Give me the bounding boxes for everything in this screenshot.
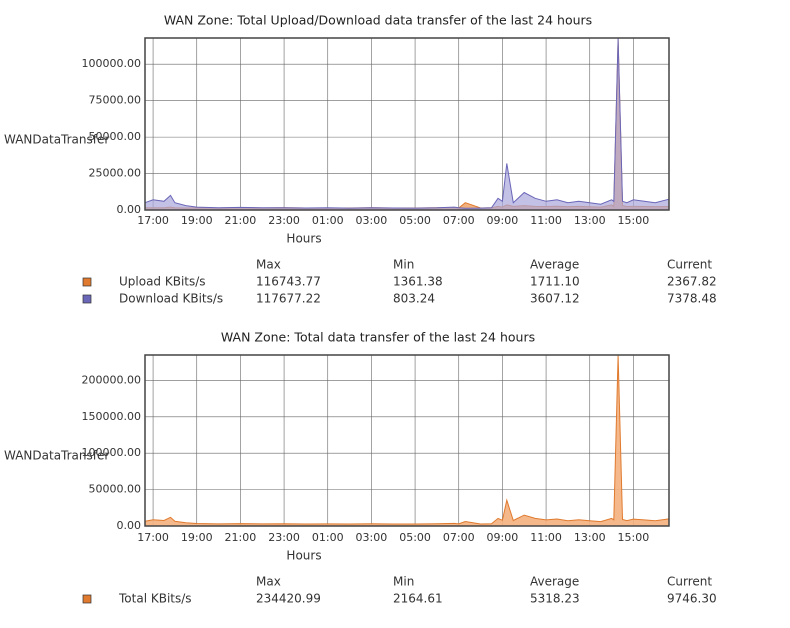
y-tick-label: 75000.00 — [89, 94, 142, 107]
legend-label: Upload KBits/s — [119, 275, 206, 289]
stats-header: Max — [256, 575, 281, 589]
legend-label: Download KBits/s — [119, 292, 223, 306]
x-axis-label: Hours — [286, 549, 321, 563]
x-tick-label: 03:00 — [356, 531, 388, 544]
area-fill — [145, 38, 669, 210]
stats-header: Average — [530, 258, 579, 272]
stats-cell: 7378.48 — [667, 292, 717, 306]
stats-header: Min — [393, 258, 414, 272]
stats-header: Current — [667, 258, 712, 272]
x-tick-label: 09:00 — [487, 214, 519, 227]
stats-cell: 1711.10 — [530, 275, 580, 289]
chart-title: WAN Zone: Total Upload/Download data tra… — [164, 13, 592, 28]
x-tick-label: 17:00 — [137, 531, 169, 544]
x-tick-label: 11:00 — [530, 531, 562, 544]
stats-cell: 3607.12 — [530, 292, 580, 306]
area-line — [144, 38, 670, 209]
x-tick-label: 17:00 — [137, 214, 169, 227]
plot-frame — [144, 354, 670, 527]
x-tick-label: 05:00 — [399, 214, 431, 227]
stats-cell: 116743.77 — [256, 275, 321, 289]
x-tick-label: 11:00 — [530, 214, 562, 227]
x-tick-label: 01:00 — [312, 214, 344, 227]
stats-cell: 803.24 — [393, 292, 435, 306]
y-tick-label: 25000.00 — [89, 167, 142, 180]
x-tick-label: 23:00 — [268, 214, 300, 227]
x-tick-label: 07:00 — [443, 214, 475, 227]
chart-title: WAN Zone: Total data transfer of the las… — [221, 330, 535, 345]
y-tick-label: 0.00 — [117, 519, 142, 532]
stats-cell: 5318.23 — [530, 592, 580, 606]
x-tick-label: 19:00 — [181, 214, 213, 227]
legend-swatch — [82, 594, 92, 604]
stats-cell: 9746.30 — [667, 592, 717, 606]
x-tick-label: 01:00 — [312, 531, 344, 544]
x-tick-label: 15:00 — [618, 531, 650, 544]
x-tick-label: 13:00 — [574, 214, 606, 227]
legend-label: Total KBits/s — [118, 592, 192, 606]
y-tick-label: 200000.00 — [82, 373, 142, 386]
area-fill — [145, 355, 669, 526]
area-line — [144, 39, 670, 209]
x-tick-label: 19:00 — [181, 531, 213, 544]
x-tick-label: 09:00 — [487, 531, 519, 544]
stats-header: Min — [393, 575, 414, 589]
x-tick-label: 21:00 — [225, 531, 257, 544]
x-tick-label: 23:00 — [268, 531, 300, 544]
area-line — [144, 355, 670, 525]
y-axis-label: WANDataTransfer — [4, 449, 109, 463]
stats-header: Max — [256, 258, 281, 272]
area-fill — [145, 39, 669, 210]
y-tick-label: 100000.00 — [82, 446, 142, 459]
x-axis-label: Hours — [286, 232, 321, 246]
stats-cell: 1361.38 — [393, 275, 443, 289]
stats-cell: 117677.22 — [256, 292, 321, 306]
x-tick-label: 13:00 — [574, 531, 606, 544]
y-tick-label: 50000.00 — [89, 130, 142, 143]
stats-cell: 234420.99 — [256, 592, 321, 606]
stats-cell: 2367.82 — [667, 275, 717, 289]
x-tick-label: 03:00 — [356, 214, 388, 227]
y-tick-label: 150000.00 — [82, 410, 142, 423]
x-tick-label: 07:00 — [443, 531, 475, 544]
y-tick-label: 100000.00 — [82, 57, 142, 70]
y-tick-label: 50000.00 — [89, 483, 142, 496]
stats-header: Current — [667, 575, 712, 589]
x-tick-label: 21:00 — [225, 214, 257, 227]
x-tick-label: 15:00 — [618, 214, 650, 227]
plot-frame — [144, 37, 670, 211]
x-tick-label: 05:00 — [399, 531, 431, 544]
stats-header: Average — [530, 575, 579, 589]
stats-cell: 2164.61 — [393, 592, 443, 606]
y-tick-label: 0.00 — [117, 203, 142, 216]
legend-swatch — [82, 294, 92, 304]
y-axis-label: WANDataTransfer — [4, 133, 109, 147]
legend-swatch — [82, 277, 92, 287]
